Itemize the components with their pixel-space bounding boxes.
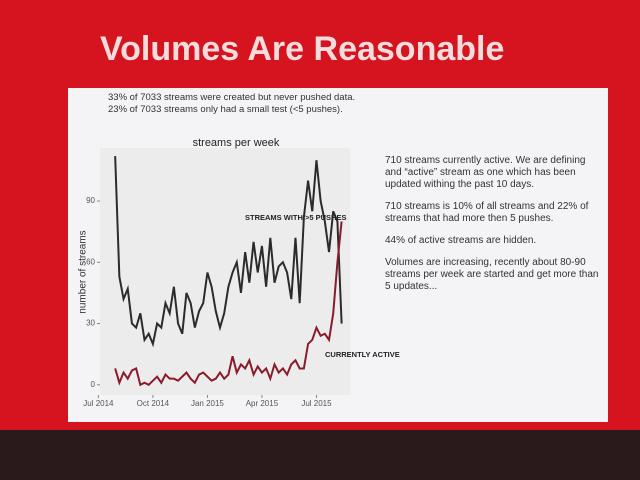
y-tick-label: 60 (86, 257, 95, 266)
y-tick-label: 30 (86, 319, 95, 328)
series-label: STREAMS WITH >5 PUSHES (245, 213, 346, 222)
x-tick-label: Oct 2014 (137, 399, 170, 408)
x-tick-label: Apr 2015 (246, 399, 279, 408)
series-label: CURRENTLY ACTIVE (325, 350, 400, 359)
y-axis-label: number of streams (78, 230, 89, 313)
y-tick-label: 0 (91, 380, 96, 389)
plot-background (100, 148, 350, 395)
paragraph: Volumes are increasing, recently about 8… (385, 257, 599, 292)
paragraph: 44% of active streams are hidden. (385, 235, 537, 246)
floor (0, 430, 640, 480)
paragraph: 710 streams currently active. We are def… (385, 155, 586, 190)
x-tick-label: Jul 2015 (301, 399, 332, 408)
side-text: 710 streams currently active. We are def… (385, 155, 600, 303)
x-tick-label: Jul 2014 (83, 399, 114, 408)
paragraph: 23% of 7033 streams only had a small tes… (108, 104, 343, 115)
chart-title: streams per week (193, 137, 280, 149)
paragraph: 33% of 7033 streams were created but nev… (108, 92, 356, 103)
paragraph: 710 streams is 10% of all streams and 22… (385, 201, 589, 224)
series-line (114, 221, 343, 387)
slide-title: Volumes Are Reasonable (100, 30, 505, 68)
series-line (114, 156, 343, 348)
x-tick-label: Jan 2015 (191, 399, 224, 408)
y-tick-label: 90 (86, 196, 95, 205)
notes: 33% of 7033 streams were created but nev… (108, 92, 408, 116)
